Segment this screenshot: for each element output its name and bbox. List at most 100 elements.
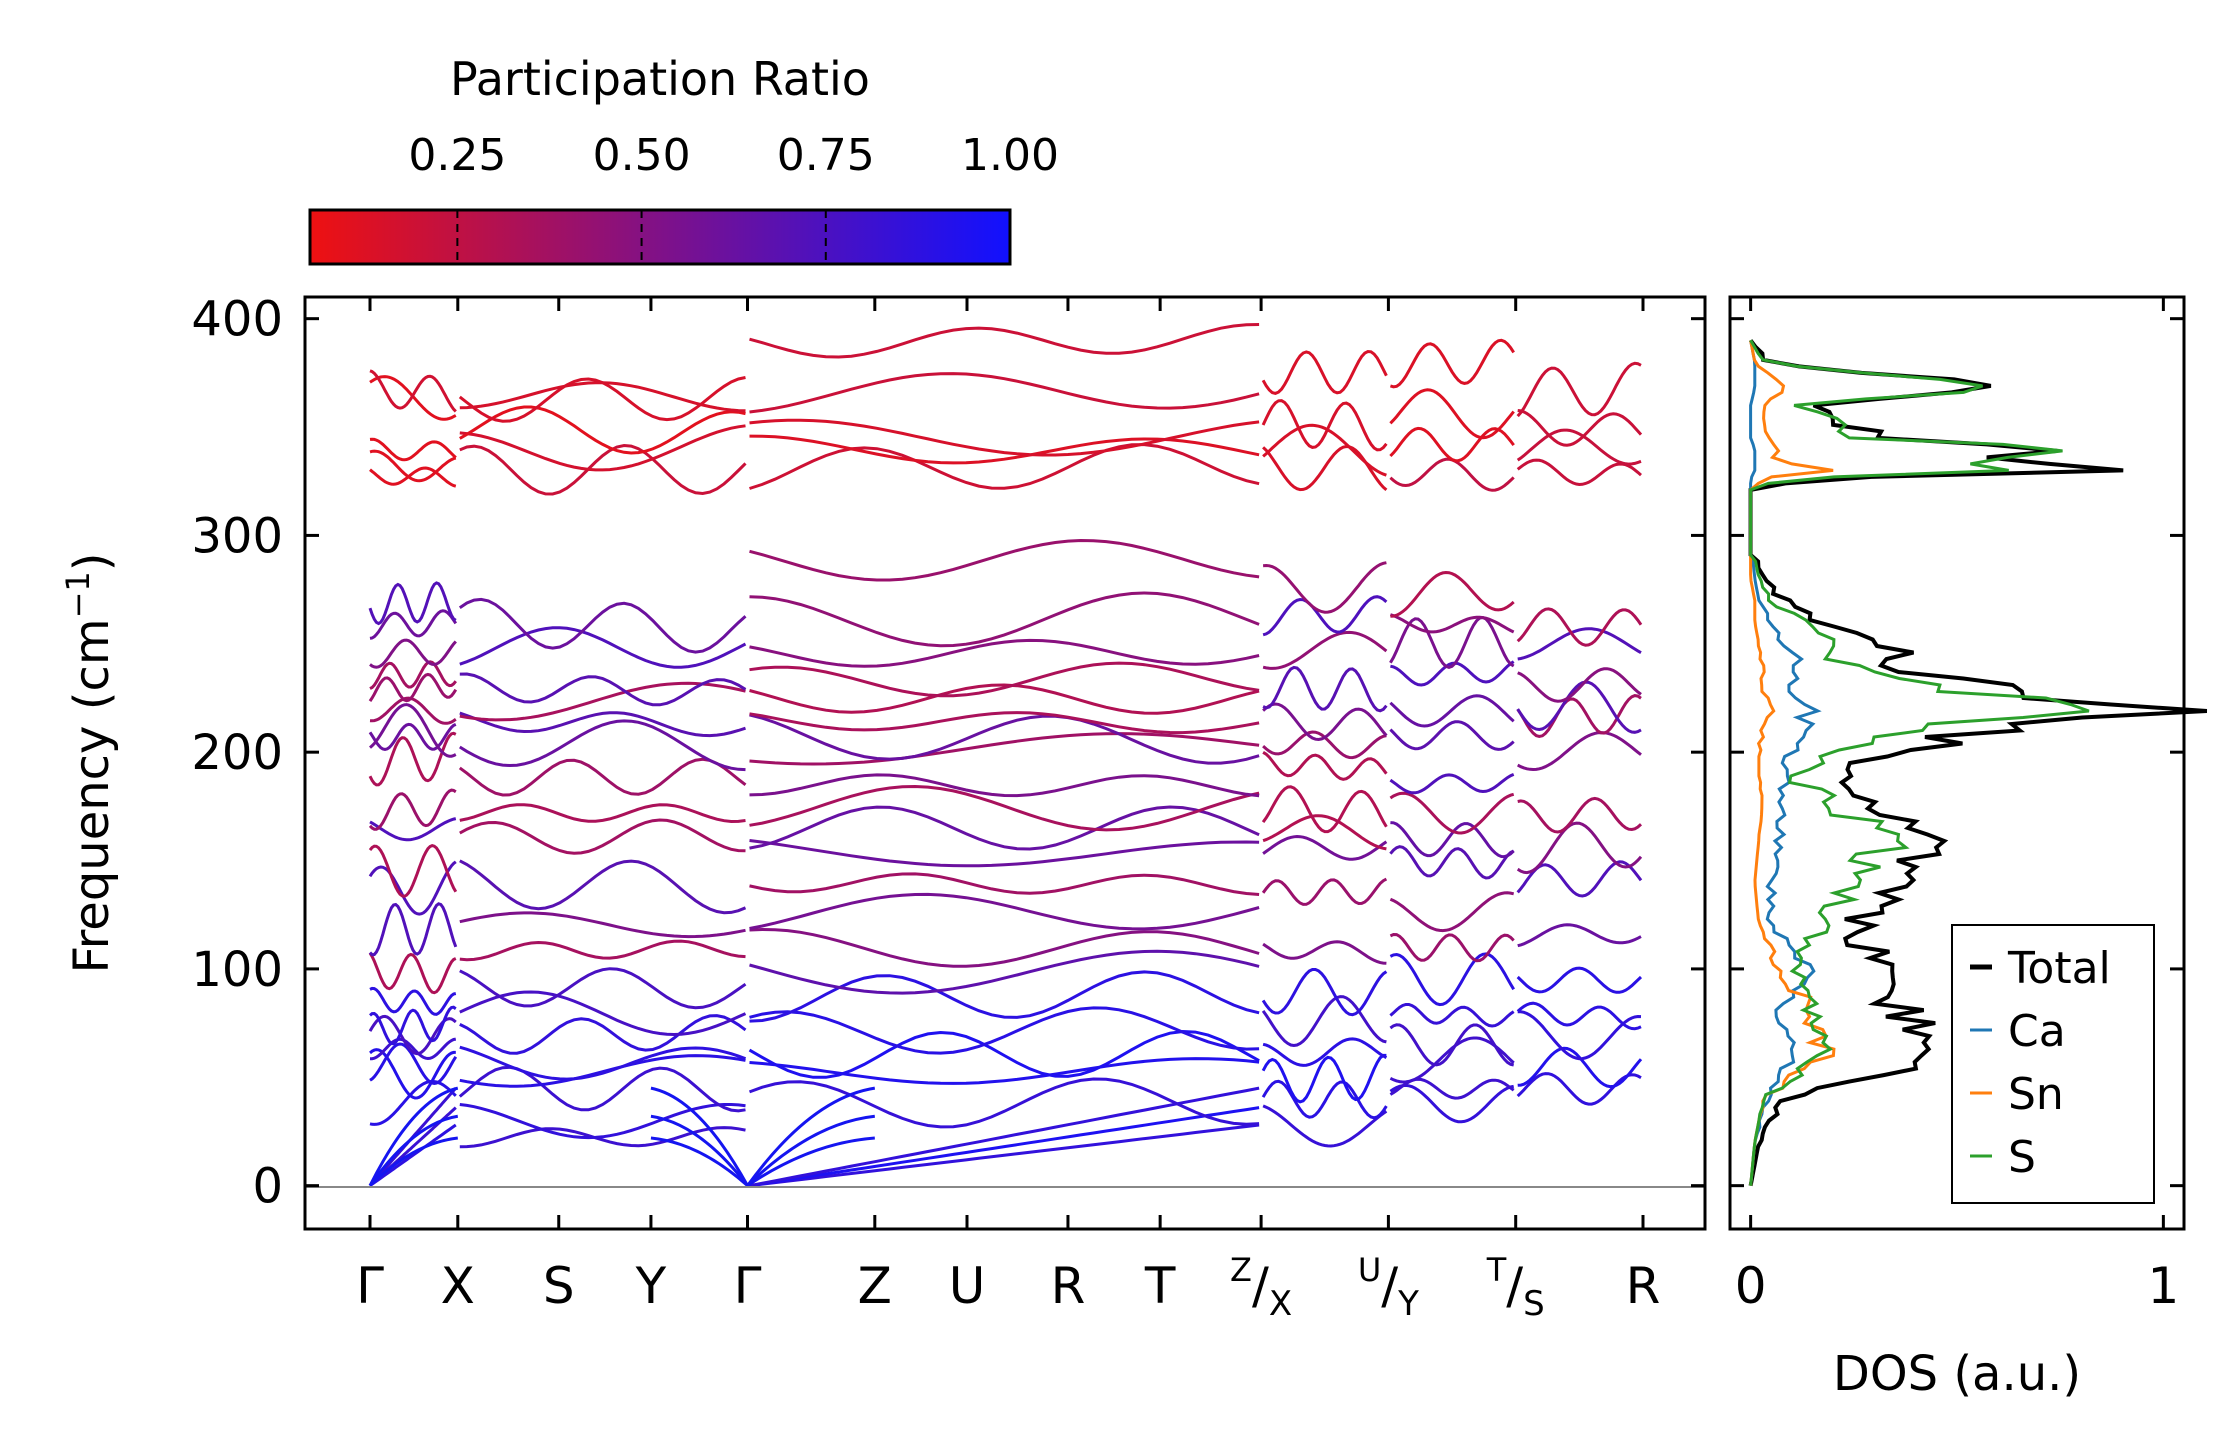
phonon-band xyxy=(1262,444,1388,492)
phonon-band xyxy=(1389,1003,1515,1028)
phonon-band xyxy=(459,939,746,962)
phonon-band xyxy=(749,1006,1260,1055)
phonon-band xyxy=(749,970,1260,1023)
phonon-band xyxy=(368,731,457,787)
y-tick-label: 100 xyxy=(191,942,283,998)
phonon-band xyxy=(1261,995,1387,1048)
k-point-label: U xyxy=(949,1257,986,1315)
dos-x-tick-label: 0 xyxy=(1735,1257,1767,1315)
acoustic-branch xyxy=(746,1114,875,1187)
phonon-band xyxy=(368,581,457,626)
k-point-label: Γ xyxy=(356,1257,384,1315)
k-point-label: T/S xyxy=(1486,1251,1545,1324)
phonon-band xyxy=(1517,627,1642,661)
phonon-band xyxy=(1389,338,1515,389)
phonon-band xyxy=(1390,660,1515,687)
phonon-band xyxy=(1262,1037,1388,1067)
phonon-band xyxy=(1389,1023,1515,1067)
phonon-band xyxy=(1516,821,1643,875)
phonon-band xyxy=(1262,423,1387,477)
phonon-band xyxy=(1263,561,1387,614)
phonon-band xyxy=(369,1005,457,1046)
phonon-band xyxy=(1389,1083,1515,1124)
phonon-band xyxy=(749,434,1260,465)
band-k-path-ticks: Γ X S Y Γ Z U R T Z/XU/YT/S R xyxy=(356,297,1660,1324)
colorbar-tick-label: 0.50 xyxy=(593,130,691,181)
phonon-band xyxy=(1261,349,1388,395)
phonon-band xyxy=(1516,361,1642,418)
k-point-label: R xyxy=(1051,1257,1086,1315)
phonon-band xyxy=(1262,940,1387,965)
dos-curve-sn xyxy=(1749,340,1836,1186)
phonon-band xyxy=(748,1077,1260,1129)
phonon-band xyxy=(369,1079,457,1126)
phonon-band xyxy=(368,788,457,831)
colorbar: Participation Ratio 0.25 0.50 0.75 1.00 xyxy=(308,52,1059,266)
phonon-band xyxy=(459,859,747,915)
phonon-band xyxy=(749,773,1260,798)
phonon-band xyxy=(369,369,457,413)
phonon-band xyxy=(369,609,458,640)
acoustic-branch xyxy=(650,1114,749,1187)
phonon-band xyxy=(369,696,457,725)
phonon-band xyxy=(1389,694,1515,728)
phonon-band xyxy=(749,683,1260,715)
phonon-band xyxy=(459,719,746,772)
phonon-band xyxy=(368,722,457,752)
colorbar-tick-label: 0.25 xyxy=(408,130,506,181)
phonon-band xyxy=(1516,966,1643,994)
phonon-band xyxy=(459,711,746,738)
phonon-band xyxy=(369,986,457,1016)
phonon-band xyxy=(1516,458,1642,487)
phonon-band xyxy=(368,952,457,995)
phonon-band xyxy=(1389,891,1515,933)
phonon-band xyxy=(369,1123,457,1187)
phonon-band xyxy=(749,1123,1260,1188)
phonon-band xyxy=(1516,428,1642,466)
phonon-band xyxy=(748,1029,1260,1079)
k-point-label: X xyxy=(441,1257,475,1315)
phonon-band xyxy=(1261,1079,1388,1120)
phonon-band xyxy=(1390,821,1515,859)
phonon-band xyxy=(1517,731,1642,772)
phonon-band xyxy=(368,902,458,957)
phonon-band xyxy=(459,681,746,722)
phonon-band xyxy=(749,638,1260,668)
phonon-band xyxy=(368,672,458,703)
phonon-band xyxy=(1516,694,1642,739)
legend-entry: Sn xyxy=(2008,1069,2064,1120)
phonon-band xyxy=(459,424,746,472)
phonon-band xyxy=(1262,702,1388,742)
phonon-band xyxy=(1389,720,1515,751)
dos-plot-frame xyxy=(1728,295,2186,1231)
phonon-band xyxy=(1517,667,1642,703)
y-tick-label: 400 xyxy=(191,292,283,348)
colorbar-tick-label: 0.75 xyxy=(777,130,875,181)
phonon-band xyxy=(459,381,746,413)
phonon-band xyxy=(1516,1072,1642,1106)
legend-entry: Total xyxy=(2007,943,2111,994)
phonon-bands xyxy=(368,323,1643,1188)
phonon-band xyxy=(1389,457,1515,492)
phonon-band xyxy=(459,967,747,1010)
phonon-band xyxy=(1262,834,1388,861)
phonon-band xyxy=(459,1054,746,1088)
phonon-band xyxy=(459,1045,747,1081)
phonon-band xyxy=(459,911,746,939)
k-point-label: S xyxy=(543,1257,575,1315)
legend-entry: S xyxy=(2008,1132,2036,1183)
phonon-band xyxy=(749,591,1260,648)
phonon-band xyxy=(458,597,747,654)
phonon-band xyxy=(1261,877,1388,906)
band-y-axis-ticks: 0 100 200 300 400 xyxy=(191,292,1705,1215)
dos-legend: Total Ca Sn S xyxy=(1951,924,2155,1204)
phonon-band xyxy=(1389,845,1515,880)
dos-curves xyxy=(1748,339,2208,1187)
phonon-band xyxy=(368,844,458,898)
phonon-band xyxy=(1389,426,1515,463)
phonon-band xyxy=(749,418,1260,457)
phonon-band xyxy=(749,443,1260,490)
